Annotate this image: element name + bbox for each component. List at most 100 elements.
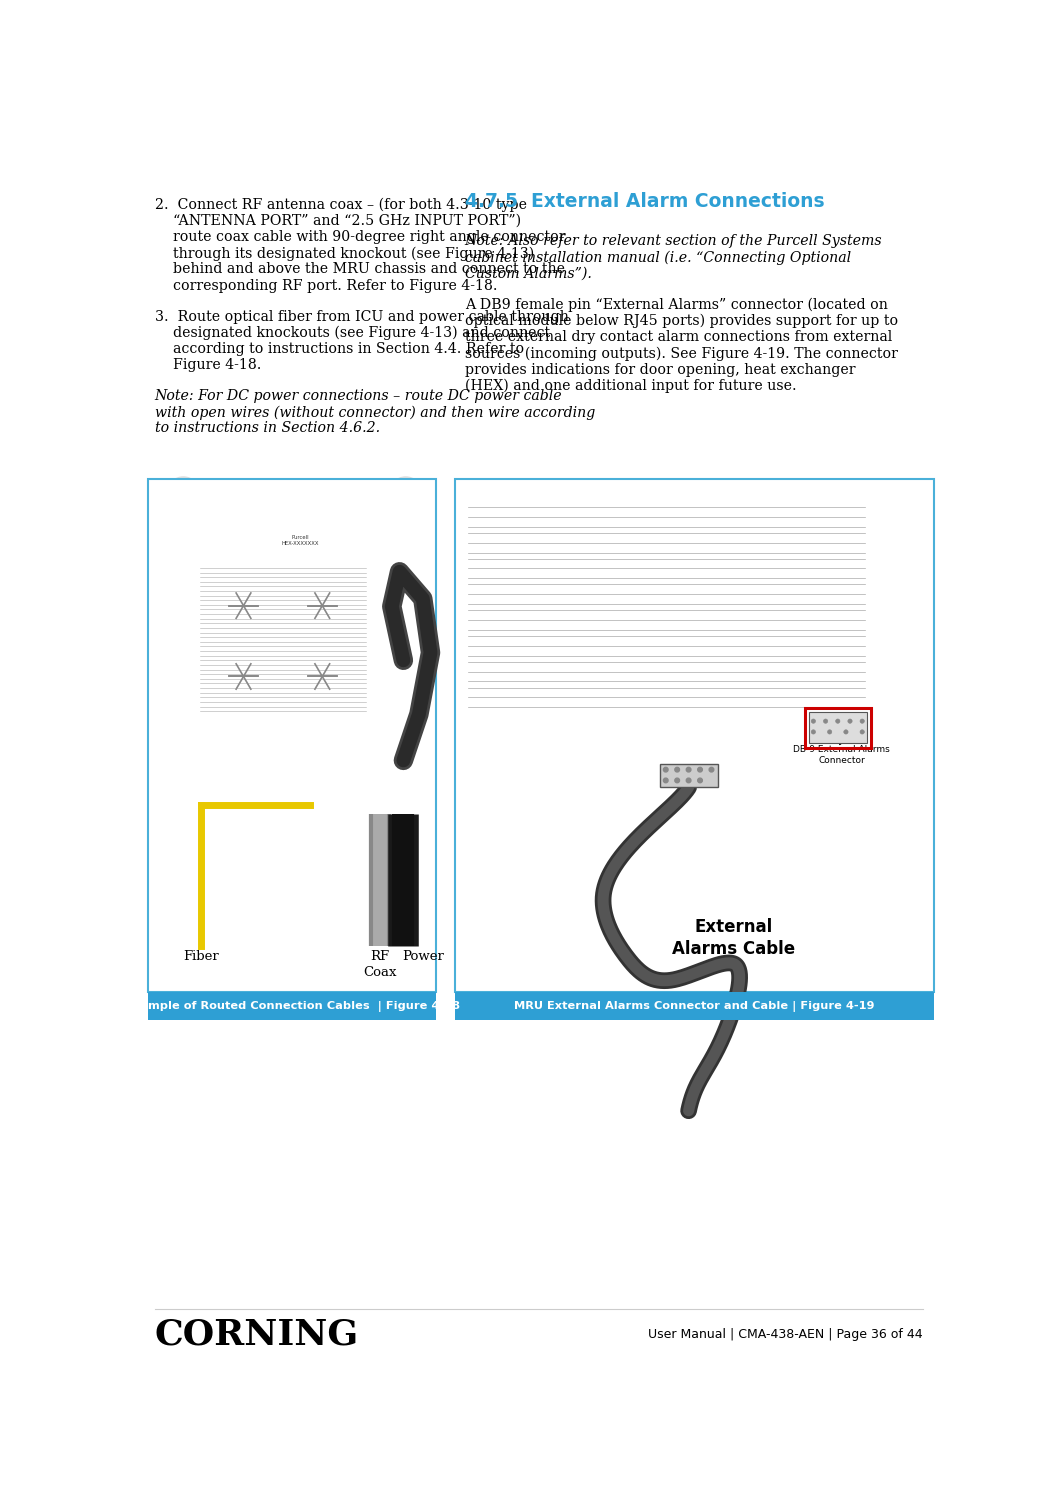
Text: RF
Coax: RF Coax xyxy=(364,950,397,978)
Bar xyxy=(455,992,933,1020)
Bar xyxy=(481,588,493,600)
Bar xyxy=(510,691,520,704)
Bar xyxy=(246,727,256,745)
Bar xyxy=(165,533,183,549)
Bar xyxy=(198,564,369,718)
Circle shape xyxy=(663,778,668,783)
Bar xyxy=(370,727,380,745)
Bar xyxy=(162,515,427,814)
Bar xyxy=(376,515,427,814)
Bar xyxy=(461,488,927,749)
Text: cabinet installation manual (i.e. “Connecting Optional: cabinet installation manual (i.e. “Conne… xyxy=(465,251,850,265)
Circle shape xyxy=(224,587,263,625)
Bar xyxy=(481,536,493,549)
Circle shape xyxy=(675,778,680,783)
Circle shape xyxy=(661,722,676,736)
Bar xyxy=(466,685,873,709)
Bar xyxy=(496,561,507,575)
Circle shape xyxy=(675,768,680,772)
Bar xyxy=(468,614,478,626)
Circle shape xyxy=(860,719,864,724)
Text: with open wires (without connector) and then wire according: with open wires (without connector) and … xyxy=(154,405,595,420)
Circle shape xyxy=(618,722,632,736)
Text: 2.5 GHz PORT: 2.5 GHz PORT xyxy=(882,497,915,501)
Bar xyxy=(200,727,210,745)
Bar xyxy=(510,536,520,549)
Text: three external dry contact alarm connections from external: three external dry contact alarm connect… xyxy=(465,330,892,345)
Circle shape xyxy=(316,671,328,682)
Circle shape xyxy=(823,719,828,724)
Circle shape xyxy=(170,564,178,572)
Circle shape xyxy=(398,485,413,500)
Text: 2.  Connect RF antenna coax – (for both 4.3-10 type: 2. Connect RF antenna coax – (for both 4… xyxy=(154,197,527,212)
Circle shape xyxy=(683,722,697,736)
Text: Power: Power xyxy=(401,950,444,963)
Circle shape xyxy=(860,730,864,734)
Text: (HEX) and one additional input for future use.: (HEX) and one additional input for futur… xyxy=(465,379,797,393)
Text: Purcell
HEX-XXXXXXX: Purcell HEX-XXXXXXX xyxy=(282,534,320,546)
Circle shape xyxy=(214,576,273,635)
Circle shape xyxy=(844,730,848,734)
Text: according to instructions in Section 4.4. Refer to: according to instructions in Section 4.4… xyxy=(154,342,523,357)
Circle shape xyxy=(882,513,915,546)
Bar xyxy=(468,561,478,575)
Bar xyxy=(496,691,507,704)
Circle shape xyxy=(811,719,816,724)
Bar xyxy=(660,765,718,787)
Circle shape xyxy=(882,613,915,647)
Bar xyxy=(466,582,873,607)
Text: Example of Routed Connection Cables  | Figure 4-18: Example of Routed Connection Cables | Fi… xyxy=(125,1001,459,1011)
Circle shape xyxy=(827,730,831,734)
Circle shape xyxy=(553,722,566,736)
Bar xyxy=(496,588,507,600)
Bar xyxy=(468,510,478,524)
Text: External
Alarms Cable: External Alarms Cable xyxy=(672,918,795,957)
Text: optical module below RJ45 ports) provides support for up to: optical module below RJ45 ports) provide… xyxy=(465,315,898,328)
Circle shape xyxy=(170,637,178,646)
Text: to instructions in Section 4.6.2.: to instructions in Section 4.6.2. xyxy=(154,421,379,435)
Bar xyxy=(466,634,873,658)
Text: sources (incoming outputs). See Figure 4-19. The connector: sources (incoming outputs). See Figure 4… xyxy=(465,346,898,361)
Circle shape xyxy=(882,563,915,596)
Circle shape xyxy=(575,722,589,736)
Bar xyxy=(165,768,183,784)
Bar xyxy=(481,561,493,575)
Circle shape xyxy=(168,477,199,507)
Bar xyxy=(468,665,478,679)
Circle shape xyxy=(596,722,611,736)
Circle shape xyxy=(224,658,263,695)
Bar xyxy=(148,992,436,1020)
Bar xyxy=(496,665,507,679)
Bar xyxy=(481,614,493,626)
Bar xyxy=(496,614,507,626)
Circle shape xyxy=(303,587,342,625)
Text: CORNING: CORNING xyxy=(154,1318,358,1351)
Circle shape xyxy=(180,489,186,495)
Bar xyxy=(510,665,520,679)
Bar xyxy=(496,640,507,652)
Circle shape xyxy=(390,477,421,507)
Circle shape xyxy=(686,768,691,772)
Bar xyxy=(466,712,870,746)
Circle shape xyxy=(303,658,342,695)
Circle shape xyxy=(748,722,762,736)
Circle shape xyxy=(293,647,352,706)
Bar xyxy=(510,510,520,524)
Circle shape xyxy=(510,722,523,736)
Bar xyxy=(455,480,933,992)
Text: Figure 4-18.: Figure 4-18. xyxy=(154,358,261,372)
Circle shape xyxy=(698,768,702,772)
Bar xyxy=(354,727,366,745)
Bar xyxy=(496,510,507,524)
Circle shape xyxy=(726,722,741,736)
Bar xyxy=(468,536,478,549)
Bar xyxy=(277,727,288,745)
Text: designated knockouts (see Figure 4-13) and connect: designated knockouts (see Figure 4-13) a… xyxy=(154,325,550,340)
Bar xyxy=(510,614,520,626)
Circle shape xyxy=(663,768,668,772)
Text: DB-9 External Alarms
Connector: DB-9 External Alarms Connector xyxy=(794,745,890,765)
Bar xyxy=(496,536,507,549)
Bar xyxy=(481,665,493,679)
Bar xyxy=(461,488,927,504)
Text: A DB9 female pin “External Alarms” connector (located on: A DB9 female pin “External Alarms” conne… xyxy=(465,298,887,312)
